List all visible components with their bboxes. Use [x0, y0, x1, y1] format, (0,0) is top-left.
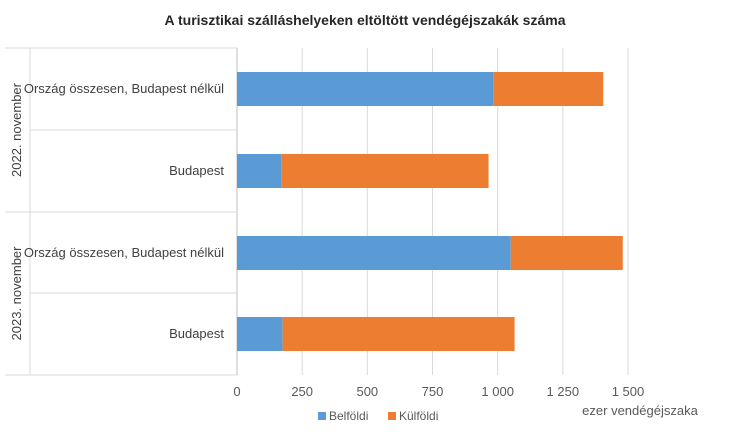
legend: Belföldi Külföldi [318, 409, 438, 423]
x-tick-label: 250 [291, 384, 313, 399]
legend-swatch-külföldi [388, 412, 396, 420]
x-tick-label: 750 [422, 384, 444, 399]
legend-label: Külföldi [399, 409, 438, 423]
group-label: 2023. november [9, 246, 24, 341]
x-tick-labels: 0 250 500 750 1 000 1 250 1 500 [233, 384, 644, 399]
bar-belföldi [237, 72, 494, 106]
x-tick-label: 0 [233, 384, 240, 399]
category-label: Budapest [169, 163, 224, 178]
x-tick-label: 1 250 [547, 384, 580, 399]
x-tick-label: 500 [356, 384, 378, 399]
bar-külföldi [493, 72, 604, 106]
bar-belföldi [237, 236, 511, 270]
group-labels: 2022. november 2023. november [9, 82, 24, 340]
category-label: Budapest [169, 326, 224, 341]
bar-külföldi [282, 317, 515, 351]
x-axis-label: ezer vendégéjszaka [582, 403, 698, 418]
bar-belföldi [237, 317, 283, 351]
chart-title: A turisztikai szálláshelyeken eltöltött … [165, 12, 566, 28]
bar-külföldi [510, 236, 623, 270]
category-labels: Ország összesen, Budapest nélkül Budapest… [24, 81, 225, 341]
group-label: 2022. november [9, 82, 24, 177]
x-tick-label: 1 500 [612, 384, 645, 399]
bar-belföldi [237, 154, 282, 188]
category-label: Ország összesen, Budapest nélkül [24, 81, 224, 96]
bar-külföldi [281, 154, 489, 188]
legend-label: Belföldi [329, 409, 368, 423]
category-label: Ország összesen, Budapest nélkül [24, 245, 224, 260]
bars [237, 72, 623, 351]
legend-swatch-belföldi [318, 412, 326, 420]
x-tick-label: 1 000 [481, 384, 514, 399]
